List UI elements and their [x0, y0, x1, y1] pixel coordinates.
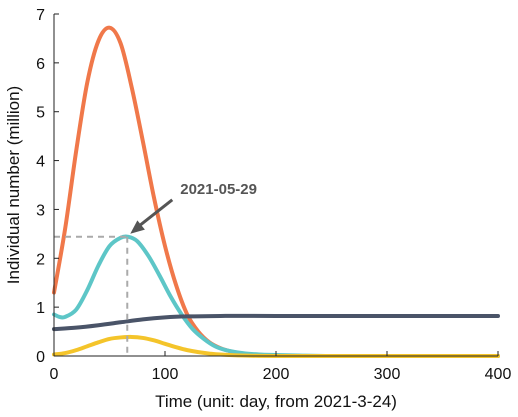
y-ticks: 0 1 2 3 4 5 6 7: [36, 7, 59, 366]
series-line-3: [52, 313, 500, 332]
x-tick-label: 0: [50, 366, 59, 383]
series-layer: [52, 25, 500, 359]
y-tick-label: 4: [36, 154, 45, 171]
y-tick-label: 3: [36, 202, 45, 219]
annotation-label: 2021-05-29: [180, 181, 257, 198]
y-tick-label: 2: [36, 251, 45, 268]
annotation-layer: 2021-05-29: [54, 181, 257, 356]
x-axis-title: Time (unit: day, from 2021-3-24): [155, 392, 397, 411]
y-tick-label: 0: [36, 349, 45, 366]
y-tick-label: 1: [36, 300, 45, 317]
x-ticks: 0 100 200 300 400: [50, 351, 512, 383]
annotation-arrow: [138, 198, 174, 227]
x-tick-label: 200: [263, 366, 290, 383]
x-tick-label: 400: [485, 366, 512, 383]
y-tick-label: 5: [36, 105, 45, 122]
y-tick-label: 6: [36, 56, 45, 73]
x-tick-label: 300: [374, 366, 401, 383]
x-tick-label: 100: [152, 366, 179, 383]
series-line-1: [52, 25, 500, 359]
y-axis-title: Individual number (million): [4, 86, 23, 284]
axes-layer: [53, 14, 498, 357]
annotation-arrowhead: [130, 220, 145, 234]
y-tick-label: 7: [36, 7, 45, 24]
